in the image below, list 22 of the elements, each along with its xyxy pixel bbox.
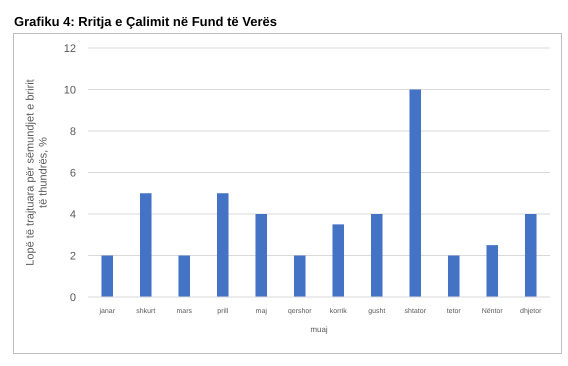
bar: [448, 256, 460, 297]
bar: [255, 214, 268, 297]
x-axis-title: muaj: [310, 325, 328, 334]
y-tick-label: 12: [64, 42, 76, 55]
bar: [332, 224, 344, 297]
bar: [101, 256, 114, 297]
y-tick-label: 8: [70, 126, 76, 138]
y-tick-label: 10: [64, 84, 76, 96]
bar: [486, 245, 498, 297]
y-axis-title: Lopë të trajtuara për sëmundjet e bririt të thundrës, %: [24, 79, 50, 266]
y-tick-label: 2: [70, 250, 76, 262]
bar: [294, 256, 306, 297]
bar: [140, 193, 152, 297]
y-tick-label: 0: [70, 292, 76, 304]
chart-title: Grafiku 4: Rritja e Çalimit në Fund të Verës: [14, 14, 277, 29]
y-tick-label: 4: [70, 208, 76, 221]
bar: [524, 214, 537, 297]
bar: [370, 214, 383, 297]
bar: [178, 256, 190, 297]
y-tick-label: 6: [70, 167, 76, 180]
bar: [216, 193, 229, 297]
bar: [409, 90, 422, 297]
